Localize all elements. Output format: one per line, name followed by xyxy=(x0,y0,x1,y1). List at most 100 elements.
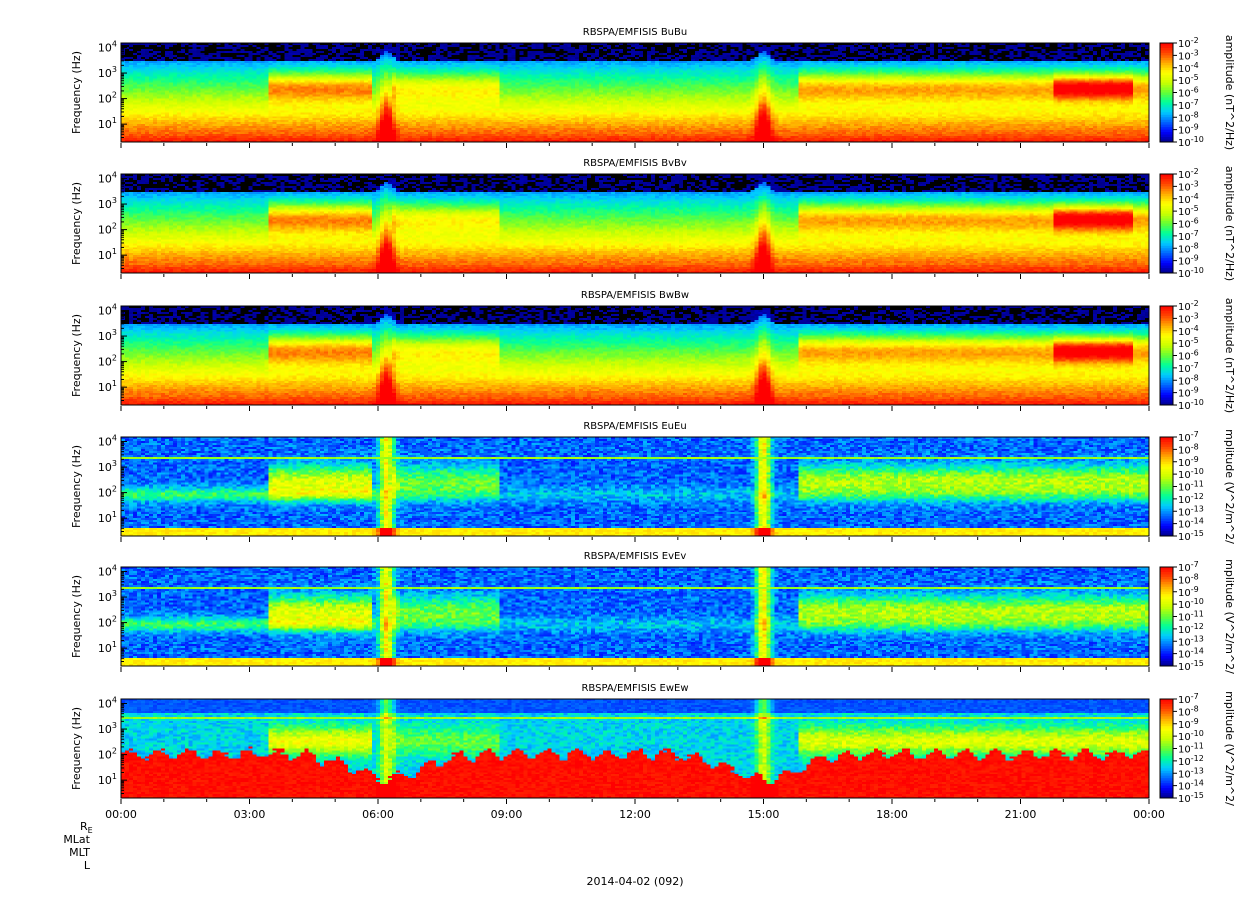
colorbar-tick-label: 10-7 xyxy=(1178,361,1199,375)
colorbar-label: mplitude (V^2/m^2/ xyxy=(1223,691,1236,806)
colorbar-tick-label: 10-9 xyxy=(1178,455,1199,469)
colorbar-segment xyxy=(1160,188,1173,192)
y-tick-label: 102 xyxy=(98,485,117,500)
colorbar-segment xyxy=(1160,397,1173,401)
colorbar-segment xyxy=(1160,641,1173,645)
colorbar-segment xyxy=(1160,609,1173,613)
colorbar-segment xyxy=(1160,191,1173,195)
colorbar-segment xyxy=(1160,523,1173,527)
colorbar-segment xyxy=(1160,338,1173,342)
colorbar-segment xyxy=(1160,746,1173,749)
x-tick-label: 03:00 xyxy=(234,808,266,821)
colorbar-segment xyxy=(1160,599,1173,603)
colorbar-segment xyxy=(1160,77,1173,81)
colorbar-segment xyxy=(1160,793,1173,797)
panels-group: RBSPA/EMFISIS BuBu 101 102 103 104 Frequency … xyxy=(70,27,1236,806)
colorbar-tick-label: 10-7 xyxy=(1178,560,1199,574)
colorbar-segment xyxy=(1160,348,1173,352)
spectrogram-panel: RBSPA/EMFISIS EuEu 101 102 103 104 Frequency … xyxy=(70,421,1236,544)
colorbar-segment xyxy=(1160,581,1173,585)
colorbar-segment xyxy=(1160,601,1173,605)
colorbar-segment xyxy=(1160,533,1173,537)
ephemeris-label-mlt: MLT xyxy=(69,846,90,859)
colorbar-segment xyxy=(1160,367,1173,371)
colorbar-segment xyxy=(1160,706,1173,710)
colorbar-segment xyxy=(1160,390,1173,394)
colorbar-segment xyxy=(1160,658,1173,662)
colorbar-segment xyxy=(1160,768,1173,772)
y-tick-label: 103 xyxy=(98,196,117,211)
time-axis: 00:00 03:00 06:00 09:00 12:00 15:00 18:00 21:00… xyxy=(105,808,1165,821)
spectrogram-panel: RBSPA/EMFISIS BuBu 101 102 103 104 Frequency … xyxy=(70,27,1236,150)
colorbar-segment xyxy=(1160,726,1173,730)
colorbar-segment xyxy=(1160,456,1173,460)
y-tick-label: 102 xyxy=(98,222,117,237)
y-tick-label: 101 xyxy=(98,510,117,525)
colorbar-segment xyxy=(1160,531,1173,535)
colorbar-segment xyxy=(1160,770,1173,774)
colorbar-segment xyxy=(1160,711,1173,715)
colorbar-tick-label: 10-3 xyxy=(1178,311,1199,325)
colorbar: 10-210-310-410-510-610-710-810-910-10 amp… xyxy=(1159,35,1236,150)
colorbar: 10-710-810-910-1010-1110-1210-1310-1410-… xyxy=(1159,429,1236,544)
colorbar-segment xyxy=(1160,728,1173,732)
x-tick-label: 06:00 xyxy=(362,808,394,821)
colorbar-segment xyxy=(1160,80,1173,84)
colorbar-segment xyxy=(1160,508,1173,512)
y-tick-label: 102 xyxy=(98,354,117,369)
colorbar-segment xyxy=(1160,474,1173,478)
colorbar-segment xyxy=(1160,107,1173,111)
colorbar-segment xyxy=(1160,576,1173,580)
colorbar-segment xyxy=(1160,75,1173,79)
colorbar-segment xyxy=(1160,493,1173,497)
colorbar-segment xyxy=(1160,437,1173,440)
colorbar-segment xyxy=(1160,713,1173,717)
colorbar-segment xyxy=(1160,741,1173,745)
colorbar-tick-label: 10-9 xyxy=(1178,254,1199,268)
colorbar-tick-label: 10-3 xyxy=(1178,48,1199,62)
colorbar-tick-label: 10-9 xyxy=(1178,585,1199,599)
colorbar-tick-label: 10-13 xyxy=(1178,766,1204,780)
colorbar-segment xyxy=(1160,385,1173,389)
spectrogram-panel: RBSPA/EMFISIS EvEv 101 102 103 104 Frequency … xyxy=(70,551,1236,674)
colorbar-segment xyxy=(1160,449,1173,453)
colorbar-segment xyxy=(1160,223,1173,227)
colorbar-segment xyxy=(1160,132,1173,136)
y-tick-label: 101 xyxy=(98,247,117,262)
colorbar-segment xyxy=(1160,446,1173,450)
colorbar-segment xyxy=(1160,320,1173,324)
colorbar-segment xyxy=(1160,360,1173,364)
colorbar-tick-label: 10-15 xyxy=(1178,659,1204,673)
colorbar-segment xyxy=(1160,718,1173,722)
colorbar-segment xyxy=(1160,663,1173,667)
plot-frame xyxy=(120,566,1150,667)
y-axis-label: Frequency (Hz) xyxy=(70,182,83,265)
colorbar-segment xyxy=(1160,459,1173,463)
colorbar-segment xyxy=(1160,263,1173,267)
x-tick-label: 12:00 xyxy=(619,808,651,821)
colorbar-segment xyxy=(1160,488,1173,492)
colorbar-segment xyxy=(1160,102,1173,106)
colorbar-segment xyxy=(1160,461,1173,465)
colorbar-segment xyxy=(1160,176,1173,180)
colorbar-tick-label: 10-8 xyxy=(1178,373,1199,387)
colorbar-segment xyxy=(1160,122,1173,126)
colorbar-segment xyxy=(1160,365,1173,369)
colorbar-segment xyxy=(1160,70,1173,74)
colorbar-tick-label: 10-6 xyxy=(1178,86,1199,100)
colorbar-segment xyxy=(1160,380,1173,384)
ephemeris-label-re: RE xyxy=(80,820,93,835)
panel-x-ticks xyxy=(120,799,1150,804)
colorbar-segment xyxy=(1160,65,1173,69)
colorbar-segment xyxy=(1160,90,1173,93)
colorbar-label: amplitude (nT^2/Hz) xyxy=(1223,35,1236,150)
colorbar-tick-label: 10-7 xyxy=(1178,229,1199,243)
colorbar-segment xyxy=(1160,785,1173,789)
colorbar: 10-210-310-410-510-610-710-810-910-10 amp… xyxy=(1159,298,1236,413)
colorbar-segment xyxy=(1160,198,1173,202)
colorbar-segment xyxy=(1160,343,1173,347)
colorbar-tick-label: 10-10 xyxy=(1178,597,1204,611)
colorbar-segment xyxy=(1160,240,1173,244)
colorbar-segment xyxy=(1160,511,1173,515)
colorbar-segment xyxy=(1160,738,1173,742)
